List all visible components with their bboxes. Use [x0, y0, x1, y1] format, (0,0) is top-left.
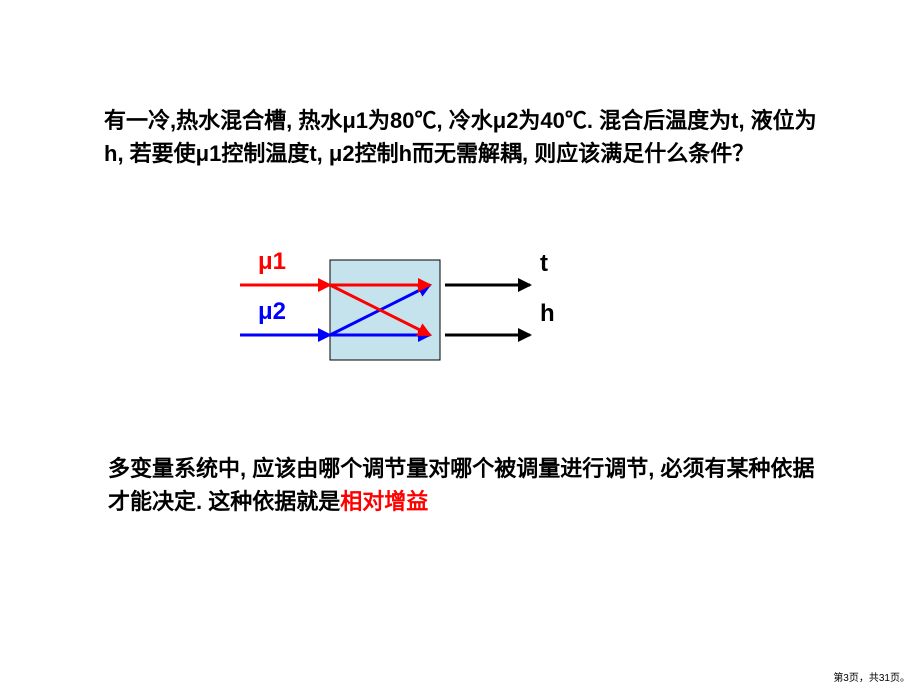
label-mu1: μ1	[258, 248, 286, 276]
label-h: h	[540, 300, 555, 328]
coupling-diagram	[200, 240, 560, 390]
mixing-box	[330, 260, 440, 360]
page-footer: 第3页，共31页。	[833, 669, 910, 684]
question-text: 有一冷,热水混合槽, 热水μ1为80℃, 冷水μ2为40℃. 混合后温度为t, …	[104, 104, 824, 170]
label-mu2: μ2	[258, 298, 286, 326]
conclusion-highlight: 相对增益	[340, 489, 428, 514]
label-t: t	[540, 250, 548, 278]
conclusion-text: 多变量系统中, 应该由哪个调节量对哪个被调量进行调节, 必须有某种依据才能决定.…	[108, 452, 828, 518]
conclusion-prefix: 多变量系统中, 应该由哪个调节量对哪个被调量进行调节, 必须有某种依据才能决定.…	[108, 456, 814, 514]
